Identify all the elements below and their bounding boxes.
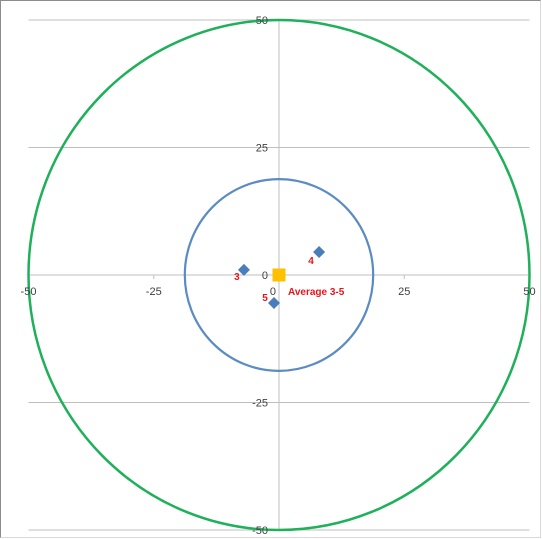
x-tick-label: -50 <box>21 286 37 298</box>
data-points <box>237 246 326 310</box>
tick-labels: -50 -25 0 25 50 -50 -25 25 50 0 <box>21 15 536 537</box>
y-tick-label: -50 <box>252 525 268 537</box>
inner-circle <box>183 178 375 372</box>
y-tick-label: 50 <box>256 15 268 27</box>
point-3 <box>237 263 250 276</box>
data-labels: 3 4 5 Average 3-5 <box>234 256 345 304</box>
average-point <box>272 268 286 282</box>
y-tick-label: -25 <box>252 398 268 410</box>
y-tick-label: 25 <box>256 143 268 155</box>
x-tick-label: -25 <box>146 286 162 298</box>
range-circles <box>27 18 531 532</box>
outer-circle <box>27 18 531 532</box>
x-tick-label: 50 <box>523 286 535 298</box>
y-tick-label: 0 <box>262 270 268 282</box>
point-4 <box>313 246 326 259</box>
point-label-3: 3 <box>234 272 240 283</box>
x-tick-label: 25 <box>398 286 410 298</box>
point-label-4: 4 <box>308 256 314 267</box>
x-tick-label: 0 <box>270 286 276 298</box>
point-5 <box>267 297 280 310</box>
point-label-5: 5 <box>262 293 268 304</box>
average-label: Average 3-5 <box>288 287 345 298</box>
